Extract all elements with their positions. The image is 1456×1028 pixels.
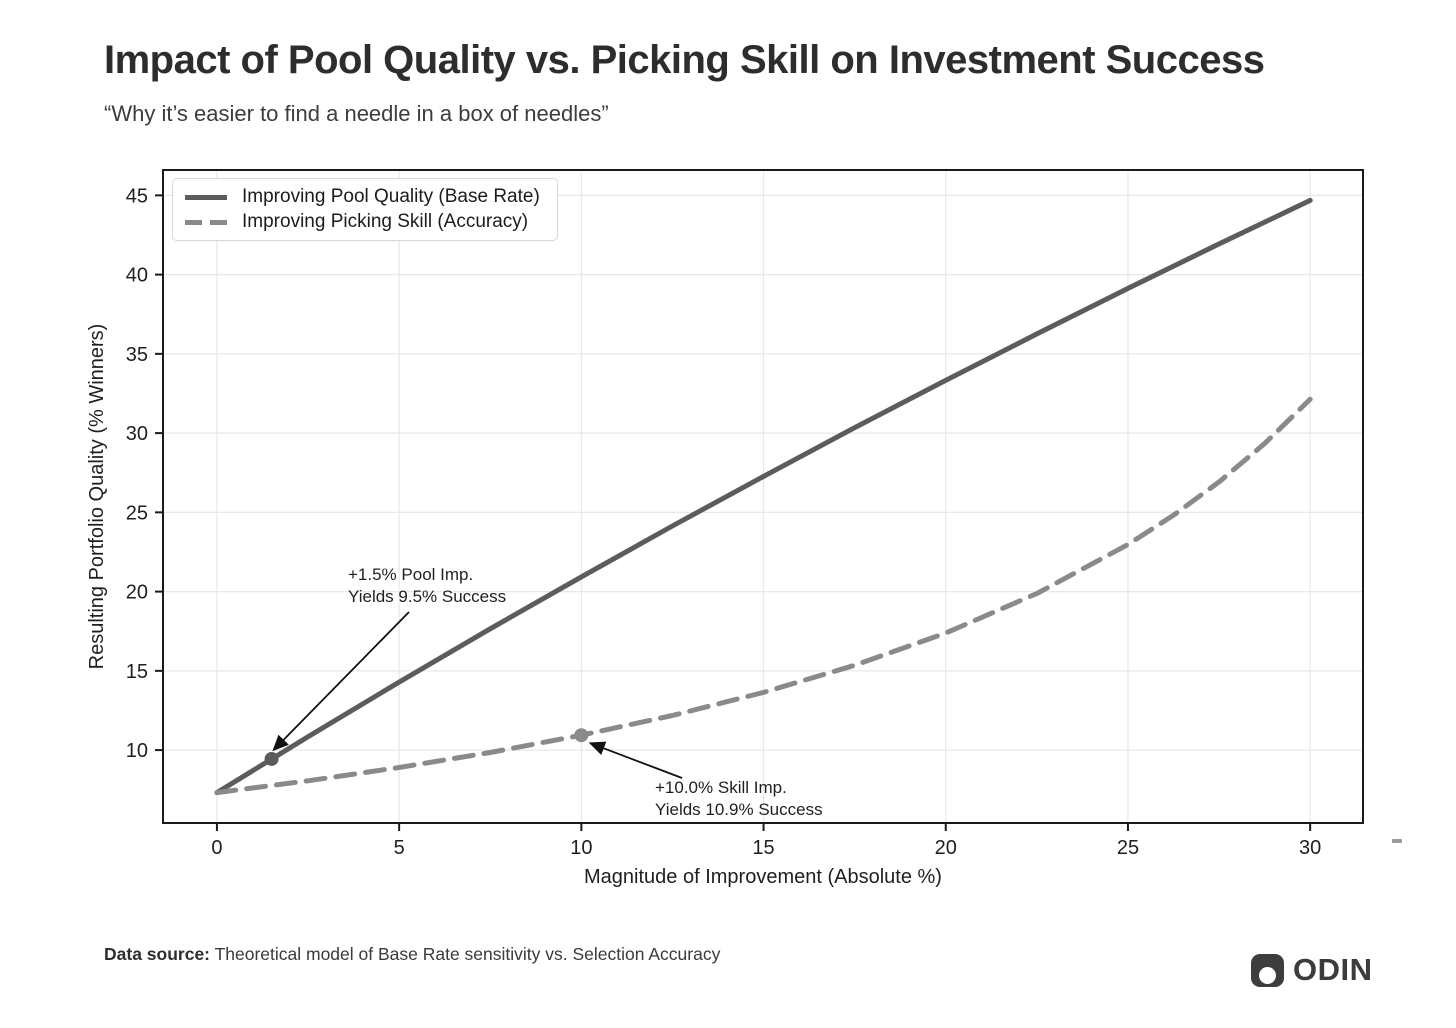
dashed-line-swatch-icon	[185, 219, 227, 225]
annotation-line: Yields 10.9% Success	[655, 800, 823, 819]
y-tick-label: 40	[126, 265, 148, 287]
x-tick-label: 15	[752, 837, 774, 859]
x-tick-label: 0	[211, 837, 222, 859]
data-point-marker	[264, 751, 279, 766]
legend-label-pool-quality: Improving Pool Quality (Base Rate)	[242, 186, 540, 207]
y-tick-label: 35	[126, 344, 148, 366]
odin-logo: ODIN	[1251, 952, 1373, 988]
legend-item-pool-quality: Improving Pool Quality (Base Rate)	[185, 186, 545, 208]
annotation-arrow	[272, 611, 410, 752]
page-title: Impact of Pool Quality vs. Picking Skill…	[104, 38, 1265, 82]
x-tick-label: 25	[1117, 837, 1139, 859]
annotation-line: +1.5% Pool Imp.	[348, 565, 474, 584]
data-point-marker	[574, 728, 589, 743]
y-tick-label: 20	[126, 582, 148, 604]
x-tick-label: 20	[935, 837, 957, 859]
page-subtitle: “Why it’s easier to find a needle in a b…	[104, 101, 609, 126]
odin-logo-text: ODIN	[1293, 952, 1373, 987]
annotation-line: +10.0% Skill Imp.	[655, 778, 787, 797]
y-tick-label: 25	[126, 502, 148, 524]
y-tick-label: 45	[126, 185, 148, 207]
legend-label-picking-skill: Improving Picking Skill (Accuracy)	[242, 211, 529, 232]
data-source: Data source: Theoretical model of Base R…	[104, 944, 720, 965]
series-line-solid	[214, 197, 1313, 796]
annotation-pool-improvement: +1.5% Pool Imp. Yields 9.5% Success	[348, 564, 506, 608]
annotation-skill-improvement: +10.0% Skill Imp. Yields 10.9% Success	[655, 777, 823, 821]
x-tick-label: 5	[394, 837, 405, 859]
odin-logo-icon	[1251, 953, 1284, 987]
stray-tick-mark	[1392, 839, 1402, 843]
x-axis-title: Magnitude of Improvement (Absolute %)	[584, 866, 942, 888]
series-line-dashed	[214, 396, 1313, 796]
y-tick-label: 15	[126, 661, 148, 683]
solid-line-swatch-icon	[185, 194, 227, 200]
x-tick-label: 30	[1299, 837, 1321, 859]
chart-legend: Improving Pool Quality (Base Rate) Impro…	[172, 178, 558, 241]
data-source-text: Theoretical model of Base Rate sensitivi…	[214, 944, 721, 964]
y-tick-label: 30	[126, 423, 148, 445]
annotation-arrow	[588, 741, 683, 779]
x-tick-label: 10	[570, 837, 592, 859]
data-source-label: Data source:	[104, 944, 211, 964]
legend-item-picking-skill: Improving Picking Skill (Accuracy)	[185, 211, 545, 233]
y-axis-title: Resulting Portfolio Quality (% Winners)	[86, 324, 108, 670]
y-tick-label: 10	[126, 740, 148, 762]
annotation-line: Yields 9.5% Success	[348, 587, 507, 606]
